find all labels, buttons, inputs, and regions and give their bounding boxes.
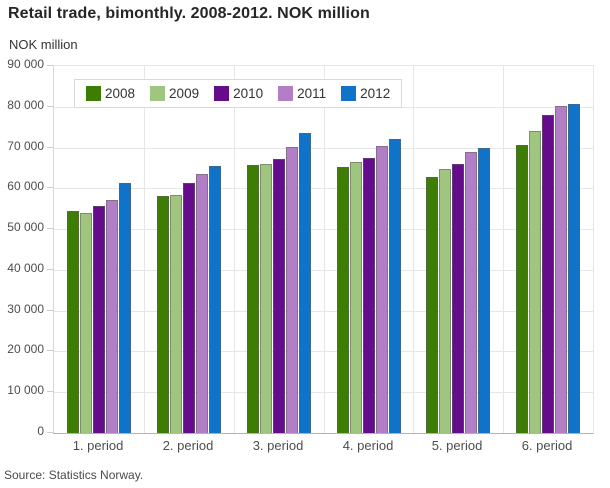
plot-area: 2008 2009 2010 2011 2012 — [53, 65, 594, 434]
bar-2008-4[interactable] — [337, 167, 349, 433]
bar-group-3 — [234, 66, 324, 433]
bar-2012-5[interactable] — [478, 148, 490, 433]
legend-label: 2009 — [169, 86, 200, 101]
y-axis-tick — [47, 65, 53, 66]
y-tick-label: 60 000 — [7, 179, 44, 193]
y-tick-label: 30 000 — [7, 302, 44, 316]
x-tick-label: 2. period — [162, 438, 214, 453]
legend-swatch — [341, 86, 357, 101]
y-tick-label: 40 000 — [7, 261, 44, 275]
bar-2009-3[interactable] — [260, 164, 272, 433]
bar-2009-2[interactable] — [170, 195, 182, 433]
y-tick-label: 10 000 — [7, 383, 44, 397]
legend-swatch — [86, 86, 101, 101]
bar-2010-5[interactable] — [452, 164, 464, 433]
bar-2009-4[interactable] — [350, 162, 362, 433]
legend-item-2008[interactable]: 2008 — [86, 86, 135, 101]
x-tick-label: 1. period — [72, 438, 124, 453]
bar-group-6 — [503, 66, 593, 433]
bar-2012-1[interactable] — [119, 183, 131, 433]
y-tick-label: 0 — [37, 424, 44, 438]
x-tick-label: 4. period — [342, 438, 394, 453]
bar-2010-1[interactable] — [93, 206, 105, 433]
bar-2011-1[interactable] — [106, 200, 118, 433]
source-text: Source: Statistics Norway. — [4, 468, 144, 482]
bar-2011-3[interactable] — [286, 147, 298, 433]
y-axis-tick — [47, 432, 53, 433]
gridline-vertical — [144, 66, 145, 433]
y-axis-tick — [47, 310, 53, 311]
bar-2008-3[interactable] — [247, 165, 259, 433]
bar-2009-1[interactable] — [80, 213, 92, 433]
legend-label: 2012 — [360, 86, 391, 101]
chart-title: Retail trade, bimonthly. 2008-2012. NOK … — [8, 5, 370, 22]
bar-2011-4[interactable] — [376, 146, 388, 433]
y-axis-tick — [47, 350, 53, 351]
bar-group-5 — [413, 66, 503, 433]
y-tick-label: 80 000 — [7, 98, 44, 112]
gridline-horizontal — [54, 188, 593, 189]
legend-label: 2011 — [297, 86, 327, 101]
x-tick-label: 6. period — [521, 438, 573, 453]
bar-2011-5[interactable] — [465, 152, 477, 433]
bar-2009-5[interactable] — [439, 169, 451, 433]
legend-item-2011[interactable]: 2011 — [278, 86, 326, 101]
bar-2008-1[interactable] — [67, 211, 79, 433]
bar-2010-6[interactable] — [542, 115, 554, 433]
y-axis-tick — [47, 147, 53, 148]
bar-2012-2[interactable] — [209, 166, 221, 433]
y-tick-label: 70 000 — [7, 139, 44, 153]
bar-2008-5[interactable] — [426, 177, 438, 433]
bar-2011-2[interactable] — [196, 174, 208, 433]
legend-item-2012[interactable]: 2012 — [341, 86, 390, 101]
y-axis-tick — [47, 187, 53, 188]
gridline-vertical — [234, 66, 235, 433]
gridline-vertical — [324, 66, 325, 433]
legend-item-2010[interactable]: 2010 — [214, 86, 263, 101]
legend: 2008 2009 2010 2011 2012 — [74, 79, 403, 108]
gridline-horizontal — [54, 148, 593, 149]
y-axis-tick — [47, 269, 53, 270]
x-tick-label: 3. period — [252, 438, 304, 453]
legend-label: 2010 — [233, 86, 264, 101]
bar-2008-2[interactable] — [157, 196, 169, 433]
bar-2012-6[interactable] — [568, 104, 580, 433]
gridline-horizontal — [54, 311, 593, 312]
bar-2011-6[interactable] — [555, 106, 567, 433]
bar-2010-2[interactable] — [183, 183, 195, 433]
y-axis-tick — [47, 106, 53, 107]
bar-2012-3[interactable] — [299, 133, 311, 433]
bar-group-1 — [54, 66, 144, 433]
y-axis-tick — [47, 228, 53, 229]
legend-item-2009[interactable]: 2009 — [150, 86, 199, 101]
y-axis-title: NOK million — [9, 37, 78, 52]
x-tick-label: 5. period — [431, 438, 483, 453]
y-tick-label: 90 000 — [7, 57, 44, 71]
y-tick-label: 20 000 — [7, 342, 44, 356]
gridline-horizontal — [54, 351, 593, 352]
bar-2008-6[interactable] — [516, 145, 528, 433]
bar-group-4 — [324, 66, 414, 433]
legend-swatch — [214, 86, 230, 101]
gridline-horizontal — [54, 392, 593, 393]
bar-2012-4[interactable] — [389, 139, 401, 433]
gridline-horizontal — [54, 229, 593, 230]
legend-label: 2008 — [105, 86, 136, 101]
gridline-vertical — [503, 66, 504, 433]
bar-2010-4[interactable] — [363, 158, 375, 433]
gridline-vertical — [413, 66, 414, 433]
y-tick-label: 50 000 — [7, 220, 44, 234]
legend-swatch — [150, 86, 166, 101]
bar-group-2 — [144, 66, 234, 433]
bar-2010-3[interactable] — [273, 159, 285, 433]
y-axis-tick — [47, 391, 53, 392]
legend-swatch — [278, 86, 294, 101]
gridline-horizontal — [54, 270, 593, 271]
bar-2009-6[interactable] — [529, 131, 541, 433]
